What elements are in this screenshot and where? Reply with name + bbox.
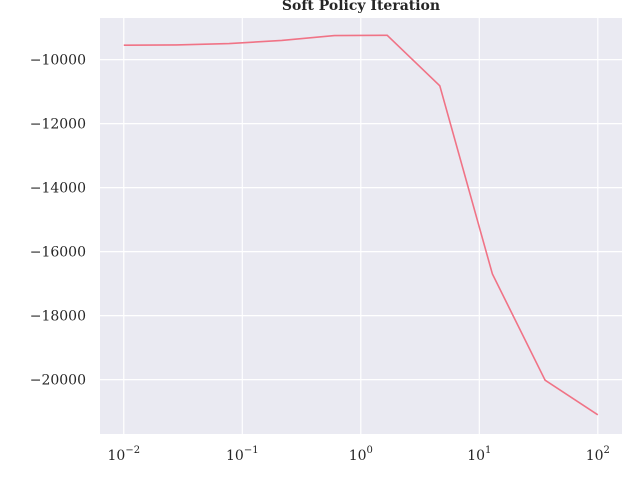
chart-title: Soft Policy Iteration [282, 0, 440, 14]
y-tick-label: −20000 [30, 373, 86, 389]
y-tick-label: −12000 [30, 117, 86, 133]
y-tick-label: −10000 [30, 53, 86, 69]
x-tick-label: 102 [586, 445, 610, 464]
y-tick-label: −14000 [30, 181, 86, 197]
x-tick-label: 100 [349, 445, 373, 464]
x-tick-label: 10−2 [107, 445, 140, 464]
series-line [123, 34, 599, 416]
y-tick-label: −16000 [30, 245, 86, 261]
y-axis-tick-labels: −10000 −12000 −14000 −16000 −18000 −20000 [30, 53, 86, 389]
x-axis-tick-labels: 10−2 10−1 100 101 102 [107, 445, 609, 464]
x-tick-label: 10−1 [226, 445, 259, 464]
x-tick-label: 101 [467, 445, 491, 464]
y-tick-label: −18000 [30, 309, 86, 325]
